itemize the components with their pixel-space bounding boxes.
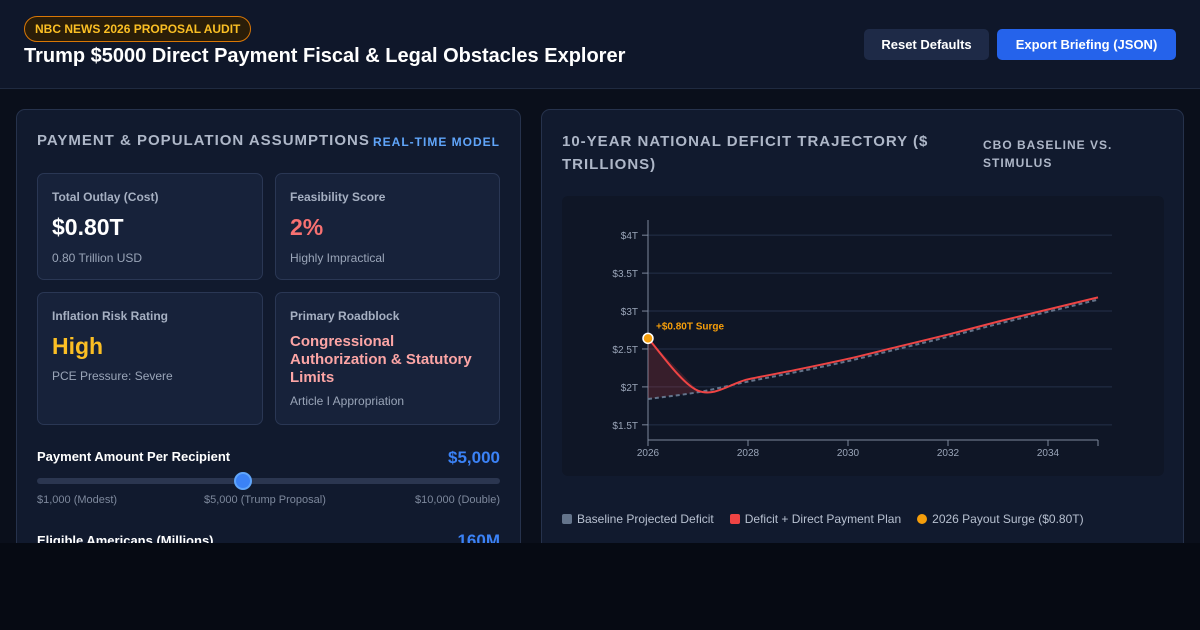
- x-tick-label: 2030: [837, 448, 860, 459]
- assumptions-panel: PAYMENT & POPULATION ASSUMPTIONS REAL-TI…: [16, 109, 521, 543]
- roadblock-stat-card: Primary Roadblock Congressional Authoriz…: [275, 292, 500, 425]
- deficit-chart-svg: $1.5T $2T $2.5T $3T $3.5T $4T 2026 2028 2030 2032…: [612, 220, 1112, 459]
- payment-amount-value: $5,000: [448, 448, 500, 467]
- x-tick-label: 2034: [1037, 448, 1060, 459]
- roadblock-label: Primary Roadblock: [290, 309, 400, 323]
- payment-max-label: $10,000 (Double): [414, 494, 500, 506]
- page-title: Trump $5000 Direct Payment Fiscal & Lega…: [24, 45, 626, 67]
- deficit-panel: 10-YEAR NATIONAL DEFICIT TRAJECTORY ($ T…: [541, 109, 1184, 543]
- y-tick-label: $2T: [621, 383, 638, 394]
- payment-slider-thumb[interactable]: [233, 472, 252, 490]
- chart-legend: Baseline Projected Deficit Deficit + Dir…: [562, 512, 1084, 526]
- feasibility-value: 2%: [290, 214, 324, 240]
- deficit-title: 10-YEAR NATIONAL DEFICIT TRAJECTORY ($ T…: [562, 133, 929, 173]
- payment-amount-label: Payment Amount Per Recipient: [37, 449, 231, 464]
- surge-swatch: [917, 514, 928, 524]
- outlay-sub: 0.80 Trillion USD: [52, 251, 143, 265]
- eligible-americans-value: 160M: [457, 531, 500, 543]
- legend-surge-label: 2026 Payout Surge ($0.80T): [932, 512, 1084, 526]
- stimulus-series-line: [647, 296, 1099, 394]
- x-tick-label: 2032: [937, 448, 960, 459]
- real-time-tag: REAL-TIME MODEL: [373, 135, 500, 149]
- legend-stimulus-label: Deficit + Direct Payment Plan: [744, 512, 902, 526]
- stimulus-swatch: [729, 514, 740, 524]
- payment-min-label: $1,000 (Modest): [37, 494, 118, 506]
- outlay-stat-card: Total Outlay (Cost) $0.80T 0.80 Trillion…: [37, 173, 263, 280]
- surge-point: [642, 332, 654, 345]
- deficit-chart: $1.5T $2T $2.5T $3T $3.5T $4T 2026 2028 2030 2032…: [562, 196, 1164, 476]
- y-tick-label: $3.5T: [612, 269, 638, 280]
- payment-amount-slider[interactable]: [37, 472, 500, 490]
- payment-mid-label: $5,000 (Trump Proposal): [204, 494, 326, 506]
- y-tick-label: $3T: [621, 307, 638, 318]
- reset-defaults-button[interactable]: Reset Defaults: [864, 29, 989, 60]
- y-tick-label: $2.5T: [612, 345, 638, 356]
- legend-baseline: Baseline Projected Deficit: [562, 512, 714, 526]
- feasibility-label: Feasibility Score: [290, 190, 386, 204]
- surge-annotation: +$0.80T Surge: [656, 321, 725, 332]
- app-header: NBC NEWS 2026 PROPOSAL AUDIT Trump $5000…: [0, 0, 1200, 89]
- roadblock-sub: Article I Appropriation: [290, 394, 405, 408]
- x-tick-label: 2028: [737, 448, 760, 459]
- assumptions-title: PAYMENT & POPULATION ASSUMPTIONS: [37, 132, 370, 149]
- x-tick-label: 2026: [637, 448, 660, 459]
- baseline-swatch: [562, 514, 572, 524]
- legend-surge: 2026 Payout Surge ($0.80T): [917, 512, 1084, 526]
- y-tick-label: $4T: [621, 231, 638, 242]
- inflation-sub: PCE Pressure: Severe: [52, 369, 173, 383]
- audit-badge: NBC NEWS 2026 PROPOSAL AUDIT: [24, 16, 252, 42]
- outlay-label: Total Outlay (Cost): [52, 190, 159, 204]
- feasibility-stat-card: Feasibility Score 2% Highly Impractical: [275, 173, 500, 280]
- export-briefing-button[interactable]: Export Briefing (JSON): [997, 29, 1176, 60]
- inflation-value: High: [52, 333, 104, 359]
- y-tick-label: $1.5T: [612, 421, 638, 432]
- roadblock-value: Congressional Authorization & Statutory …: [290, 333, 472, 386]
- outlay-value: $0.80T: [52, 214, 124, 240]
- legend-baseline-label: Baseline Projected Deficit: [577, 512, 714, 526]
- eligible-americans-label: Eligible Americans (Millions): [37, 533, 214, 543]
- cbo-tag: CBO BASELINE VS. STIMULUS: [983, 138, 1113, 170]
- inflation-label: Inflation Risk Rating: [52, 309, 169, 323]
- scroll-viewport[interactable]: PAYMENT & POPULATION ASSUMPTIONS REAL-TI…: [0, 89, 1200, 543]
- inflation-stat-card: Inflation Risk Rating High PCE Pressure:…: [37, 292, 263, 425]
- legend-stimulus: Deficit + Direct Payment Plan: [729, 512, 902, 526]
- feasibility-sub: Highly Impractical: [290, 251, 385, 265]
